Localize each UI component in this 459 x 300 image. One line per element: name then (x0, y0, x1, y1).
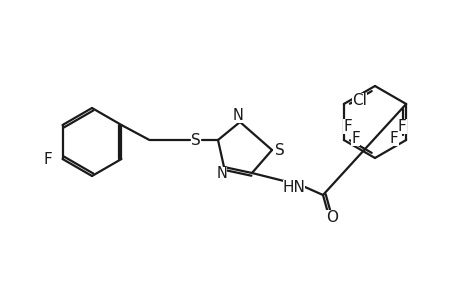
Text: S: S (274, 142, 284, 158)
Text: N: N (232, 107, 243, 122)
Text: O: O (325, 209, 337, 224)
Text: F: F (351, 130, 359, 146)
Text: F: F (397, 118, 406, 134)
Text: HN: HN (282, 179, 305, 194)
Text: S: S (190, 133, 201, 148)
Text: F: F (44, 152, 52, 166)
Text: F: F (389, 130, 397, 146)
Text: F: F (343, 118, 352, 134)
Text: Cl: Cl (352, 92, 366, 107)
Text: N: N (216, 167, 227, 182)
